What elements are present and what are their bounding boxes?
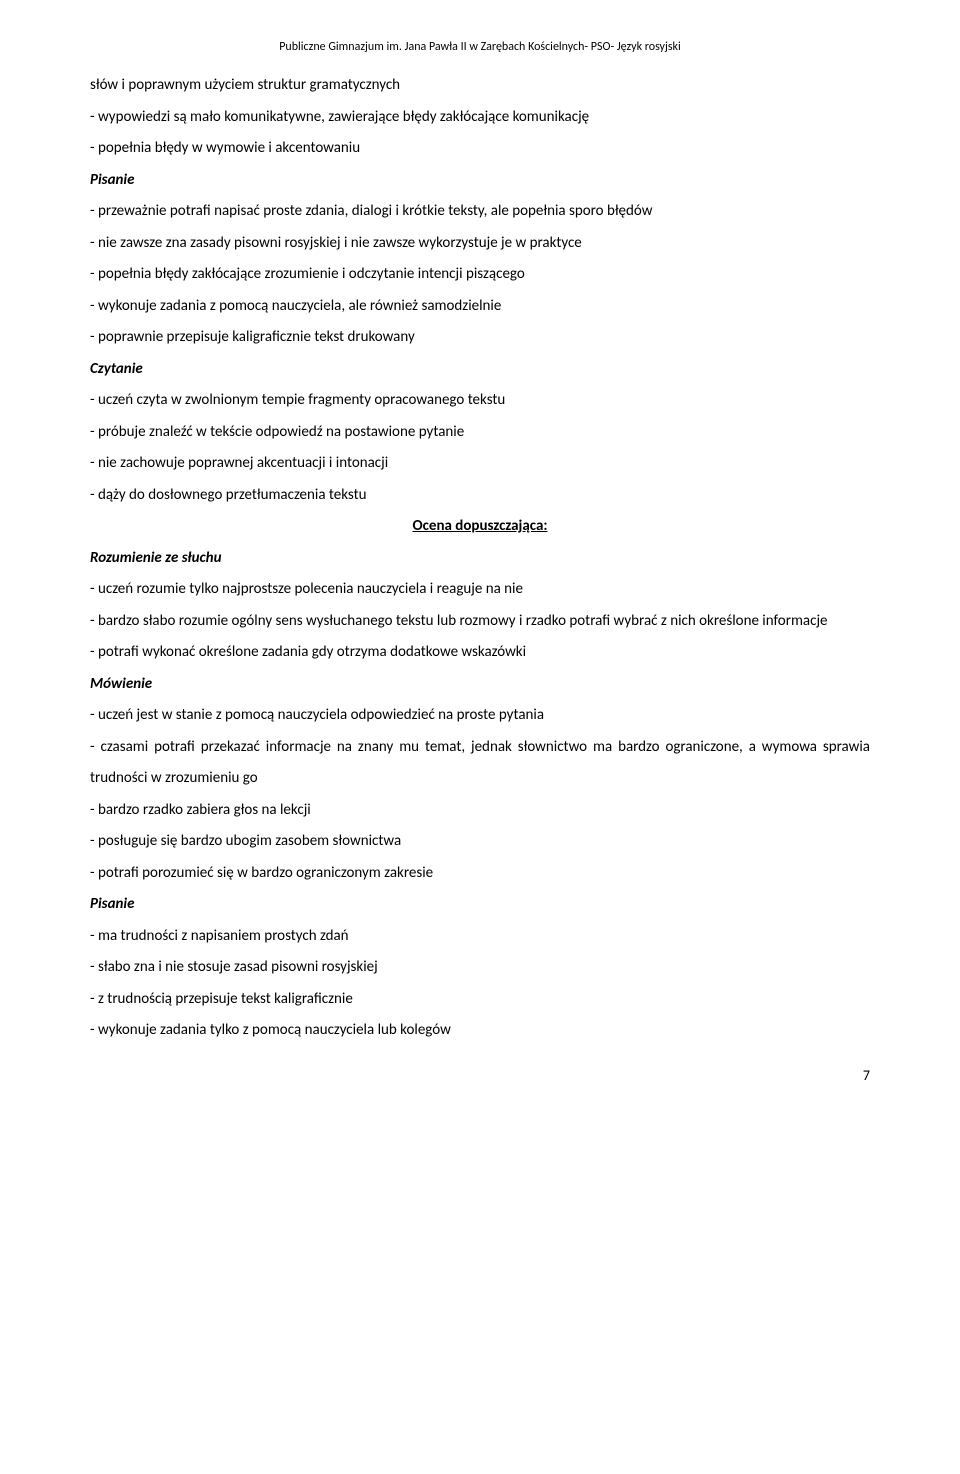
text-line: - poprawnie przepisuje kaligraficznie te… bbox=[90, 322, 870, 354]
section-heading-pisanie: Pisanie bbox=[90, 165, 870, 197]
text-line: - posługuje się bardzo ubogim zasobem sł… bbox=[90, 826, 870, 858]
text-line: - wykonuje zadania tylko z pomocą nauczy… bbox=[90, 1015, 870, 1047]
document-page: Publiczne Gimnazjum im. Jana Pawła II w … bbox=[0, 0, 960, 1114]
text-line: - potrafi porozumieć się w bardzo ograni… bbox=[90, 858, 870, 890]
text-line: - z trudnością przepisuje tekst kaligraf… bbox=[90, 984, 870, 1016]
text-line: - bardzo słabo rozumie ogólny sens wysłu… bbox=[90, 606, 870, 638]
text-line: - uczeń czyta w zwolnionym tempie fragme… bbox=[90, 385, 870, 417]
text-line: - wykonuje zadania z pomocą nauczyciela,… bbox=[90, 291, 870, 323]
section-heading-czytanie: Czytanie bbox=[90, 354, 870, 386]
text-line: - uczeń rozumie tylko najprostsze polece… bbox=[90, 574, 870, 606]
text-line: - popełnia błędy w wymowie i akcentowani… bbox=[90, 133, 870, 165]
text-line: - ma trudności z napisaniem prostych zda… bbox=[90, 921, 870, 953]
section-heading-pisanie-2: Pisanie bbox=[90, 889, 870, 921]
text-line: - popełnia błędy zakłócające zrozumienie… bbox=[90, 259, 870, 291]
page-number: 7 bbox=[90, 1067, 870, 1084]
text-line: - nie zawsze zna zasady pisowni rosyjski… bbox=[90, 228, 870, 260]
section-heading-rozumienie: Rozumienie ze słuchu bbox=[90, 543, 870, 575]
text-line: - dąży do dosłownego przetłumaczenia tek… bbox=[90, 480, 870, 512]
text-line: - uczeń jest w stanie z pomocą nauczycie… bbox=[90, 700, 870, 732]
section-heading-mowienie: Mówienie bbox=[90, 669, 870, 701]
text-line: - nie zachowuje poprawnej akcentuacji i … bbox=[90, 448, 870, 480]
text-line: - bardzo rzadko zabiera głos na lekcji bbox=[90, 795, 870, 827]
text-line: - czasami potrafi przekazać informacje n… bbox=[90, 732, 870, 795]
grade-heading: Ocena dopuszczająca: bbox=[90, 511, 870, 543]
page-header: Publiczne Gimnazjum im. Jana Pawła II w … bbox=[90, 40, 870, 54]
text-line: słów i poprawnym użyciem struktur gramat… bbox=[90, 70, 870, 102]
text-line: - potrafi wykonać określone zadania gdy … bbox=[90, 637, 870, 669]
text-line: - słabo zna i nie stosuje zasad pisowni … bbox=[90, 952, 870, 984]
text-line: - próbuje znaleźć w tekście odpowiedź na… bbox=[90, 417, 870, 449]
content-body: słów i poprawnym użyciem struktur gramat… bbox=[90, 70, 870, 1047]
text-line: - przeważnie potrafi napisać proste zdan… bbox=[90, 196, 870, 228]
text-line: - wypowiedzi są mało komunikatywne, zawi… bbox=[90, 102, 870, 134]
